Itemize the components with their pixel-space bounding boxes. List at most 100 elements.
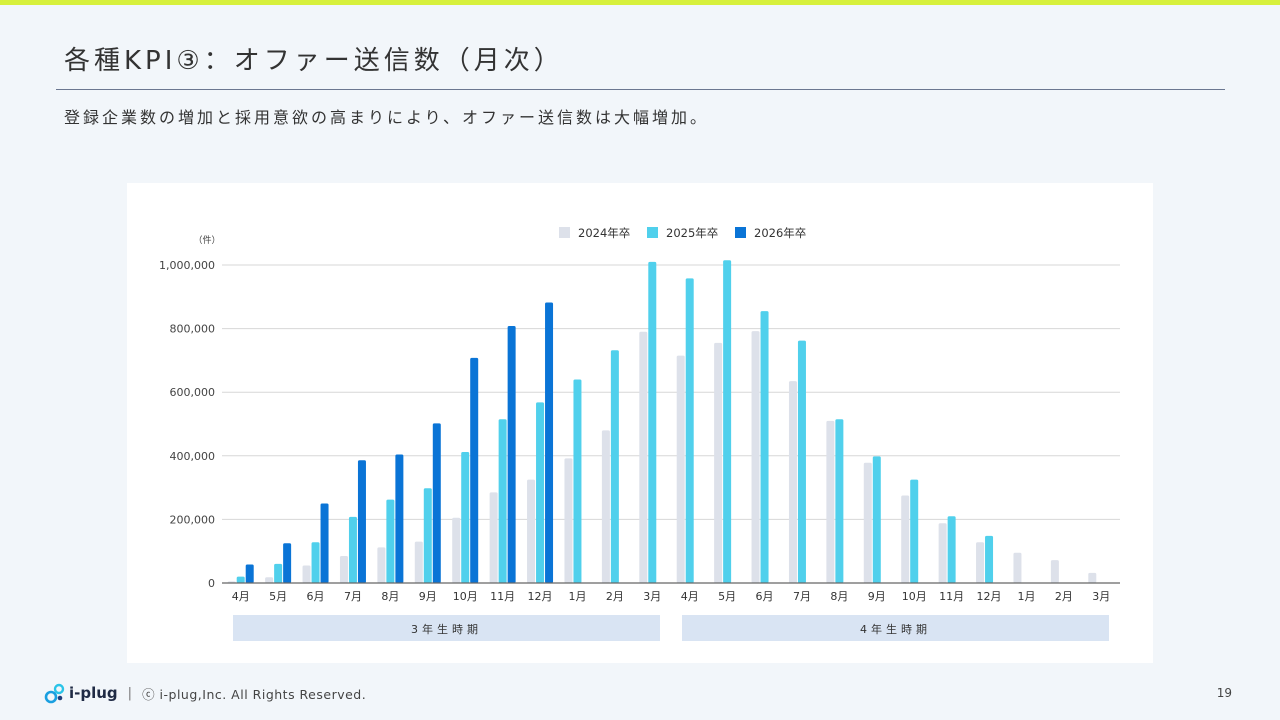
legend-label: 2025年卒 [666, 226, 718, 240]
bar-2024年卒-8月 [826, 420, 835, 583]
bar-2024年卒-5月 [265, 577, 274, 583]
bar-2025年卒-5月 [274, 563, 283, 583]
period-band-label: 4年生時期 [860, 622, 931, 636]
axes: 0 200,000 400,000 600,000 800,000 1,000,000 （件… [159, 234, 1120, 603]
x-tick-label: 8月 [381, 590, 399, 603]
bar-2026年卒-4月 [245, 564, 254, 583]
legend-swatch [559, 227, 570, 238]
x-tick-label: 2月 [1055, 590, 1073, 603]
bar-2024年卒-8月 [377, 547, 386, 583]
bar-2024年卒-9月 [414, 541, 423, 583]
x-tick-label: 4月 [681, 590, 699, 603]
bar-2025年卒-4月 [685, 278, 694, 583]
x-tick-label: 11月 [939, 590, 964, 603]
period-band [233, 615, 660, 641]
logo-text: i-plug [69, 684, 118, 702]
bar-2025年卒-8月 [835, 419, 844, 583]
x-tick-label: 6月 [756, 590, 774, 603]
bar-2025年卒-6月 [760, 311, 769, 583]
x-tick-label: 3月 [1092, 590, 1110, 603]
bar-2025年卒-7月 [348, 516, 357, 583]
copyright-text: ⓒ i-plug,Inc. All Rights Reserved. [142, 686, 367, 702]
page-subtitle: 登録企業数の増加と採用意欲の高まりにより、オファー送信数は大幅増加。 [64, 108, 710, 127]
legend-swatch [647, 227, 658, 238]
x-tick-label: 7月 [344, 590, 362, 603]
legend: 2024年卒 2025年卒 2026年卒 [559, 226, 806, 240]
bar-2025年卒-9月 [423, 488, 432, 583]
bar-2026年卒-12月 [545, 302, 554, 583]
x-tick-label: 1月 [1017, 590, 1035, 603]
y-tick-label: 800,000 [170, 323, 216, 336]
x-tick-label: 1月 [568, 590, 586, 603]
title-divider [56, 89, 1225, 90]
x-tick-label: 6月 [307, 590, 325, 603]
bar-2024年卒-9月 [863, 462, 872, 583]
bar-2025年卒-12月 [985, 535, 994, 583]
x-tick-label: 10月 [902, 590, 927, 603]
x-tick-label: 11月 [490, 590, 515, 603]
bar-2025年卒-1月 [573, 379, 582, 583]
bar-2026年卒-8月 [395, 454, 404, 583]
bar-2026年卒-10月 [470, 357, 479, 583]
x-tick-label: 9月 [868, 590, 886, 603]
bar-2024年卒-10月 [452, 517, 461, 583]
bar-2025年卒-10月 [461, 451, 470, 583]
x-tick-label: 8月 [830, 590, 848, 603]
bar-2025年卒-6月 [311, 542, 320, 583]
x-tick-label: 2月 [606, 590, 624, 603]
bar-2025年卒-4月 [236, 576, 245, 583]
bar-2026年卒-11月 [507, 326, 516, 583]
x-tick-label: 3月 [643, 590, 661, 603]
y-tick-label: 400,000 [170, 450, 216, 463]
period-bands: 3年生時期 4年生時期 [233, 615, 1109, 641]
bar-2025年卒-12月 [536, 402, 545, 583]
bar-2024年卒-2月 [1050, 560, 1059, 583]
x-tick-label: 9月 [419, 590, 437, 603]
bar-2026年卒-7月 [357, 460, 366, 583]
y-axis-unit-label: （件） [193, 234, 220, 246]
x-tick-label: 7月 [793, 590, 811, 603]
period-band [682, 615, 1109, 641]
x-tick-label: 12月 [977, 590, 1002, 603]
i-plug-logo-icon [44, 683, 65, 704]
bar-2025年卒-2月 [610, 350, 619, 583]
bar-2026年卒-6月 [320, 503, 329, 583]
x-tick-label: 5月 [269, 590, 287, 603]
y-tick-label: 200,000 [170, 513, 216, 526]
bar-2024年卒-2月 [601, 430, 610, 583]
bar-2024年卒-10月 [901, 495, 910, 583]
period-band-label: 3年生時期 [411, 622, 482, 636]
x-tick-label: 5月 [718, 590, 736, 603]
legend-label: 2026年卒 [754, 226, 806, 240]
bar-2025年卒-9月 [872, 456, 881, 583]
bar-2024年卒-7月 [339, 555, 348, 583]
page-title: 各種KPI③：オファー送信数（月次） [64, 46, 564, 76]
bar-2024年卒-3月 [639, 331, 648, 583]
x-tick-label: 10月 [453, 590, 478, 603]
bar-2024年卒-1月 [564, 458, 573, 583]
y-tick-label: 1,000,000 [159, 259, 215, 272]
bar-2025年卒-8月 [386, 499, 395, 583]
bar-2024年卒-6月 [302, 565, 311, 583]
bar-2025年卒-7月 [797, 340, 806, 583]
bar-2024年卒-12月 [976, 542, 985, 583]
chart-panel: 0 200,000 400,000 600,000 800,000 1,000,000 （件… [127, 183, 1153, 663]
bar-2025年卒-11月 [947, 516, 956, 583]
bar-2024年卒-11月 [938, 523, 947, 583]
bar-2024年卒-11月 [489, 492, 498, 583]
footer-separator: | [127, 685, 133, 701]
bar-2024年卒-6月 [751, 331, 760, 583]
page-number: 19 [1216, 686, 1232, 700]
bars [227, 260, 1097, 583]
bar-2025年卒-3月 [648, 261, 657, 583]
bar-2024年卒-12月 [527, 479, 536, 583]
legend-label: 2024年卒 [578, 226, 630, 240]
bar-2024年卒-7月 [788, 381, 797, 583]
x-tick-label: 4月 [232, 590, 250, 603]
bar-2025年卒-11月 [498, 419, 507, 583]
y-tick-label: 600,000 [170, 386, 216, 399]
offer-count-bar-chart: 0 200,000 400,000 600,000 800,000 1,000,000 （件… [159, 226, 1120, 641]
grid-lines [222, 264, 1120, 520]
bar-2026年卒-5月 [283, 543, 292, 583]
bar-2026年卒-9月 [432, 423, 441, 583]
